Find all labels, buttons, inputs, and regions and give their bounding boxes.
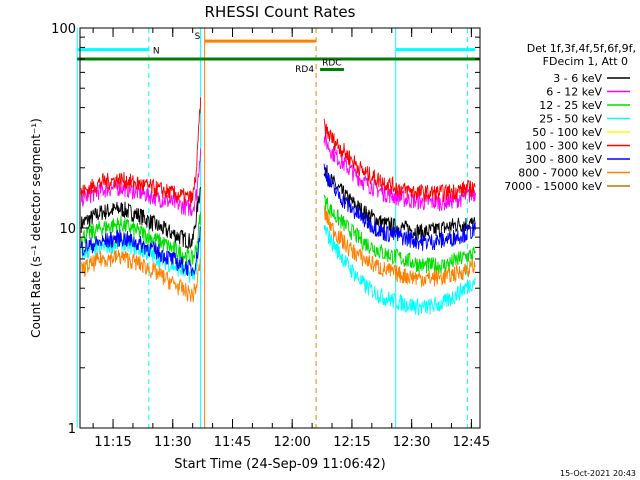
x-tick-label: 12:00	[273, 435, 310, 450]
y-tick-label: 1	[68, 422, 76, 437]
x-tick-label: 12:30	[393, 435, 430, 450]
series-line	[80, 212, 202, 267]
y-tick-label: 100	[51, 22, 76, 37]
x-tick-label: 12:45	[453, 435, 490, 450]
legend-label: 50 - 100 keV	[532, 126, 602, 139]
series-layer	[80, 97, 476, 316]
series-line	[80, 187, 202, 250]
x-tick-label: 11:30	[154, 435, 191, 450]
series-line	[323, 205, 476, 288]
legend-label: 12 - 25 keV	[539, 99, 602, 112]
chart-title: RHESSI Count Rates	[205, 3, 356, 21]
x-tick-label: 11:15	[94, 435, 131, 450]
vertical-markers	[76, 28, 468, 428]
annotation-bars: N S RD4 RDC	[77, 32, 480, 75]
legend-label: 25 - 50 keV	[539, 113, 602, 126]
series-line	[323, 118, 476, 203]
series-line	[323, 194, 476, 275]
annotation-label: RDC	[322, 59, 341, 69]
legend-label: 3 - 6 keV	[553, 72, 602, 85]
legend-label: 100 - 300 keV	[525, 140, 602, 153]
series-line	[80, 225, 201, 277]
legend-label: 300 - 800 keV	[525, 153, 602, 166]
series-line	[80, 148, 202, 217]
series-line	[80, 97, 202, 208]
y-axis-label: Count Rate (s⁻¹ detector segment⁻¹)	[29, 118, 43, 338]
series-line	[323, 224, 476, 316]
series-line	[323, 163, 476, 251]
x-axis-label: Start Time (24-Sep-09 11:06:42)	[174, 457, 385, 472]
legend: Det 1f,3f,4f,5f,6f,9f,FDecim 1, Att 0 3 -…	[504, 42, 636, 193]
legend-header: Det 1f,3f,4f,5f,6f,9f,	[527, 42, 636, 55]
series-line	[80, 249, 201, 303]
x-tick-label: 12:15	[333, 435, 370, 450]
y-tick-label: 10	[59, 222, 76, 237]
footer-timestamp: 15-Oct-2021 20:43	[560, 469, 636, 478]
legend-label: 800 - 7000 keV	[518, 167, 602, 180]
annotation-label: S	[195, 32, 201, 42]
series-line	[323, 164, 476, 242]
legend-label: 6 - 12 keV	[546, 86, 602, 99]
legend-header: FDecim 1, Att 0	[543, 55, 628, 68]
legend-label: 7000 - 15000 keV	[504, 180, 602, 193]
axes: 1 10 100 11:15 11:30 11:45 12:00 12:15 12:30 12:4…	[51, 22, 490, 450]
annotation-label: RD4	[295, 65, 314, 75]
annotation-label: N	[153, 47, 160, 57]
x-tick-label: 11:45	[214, 435, 251, 450]
